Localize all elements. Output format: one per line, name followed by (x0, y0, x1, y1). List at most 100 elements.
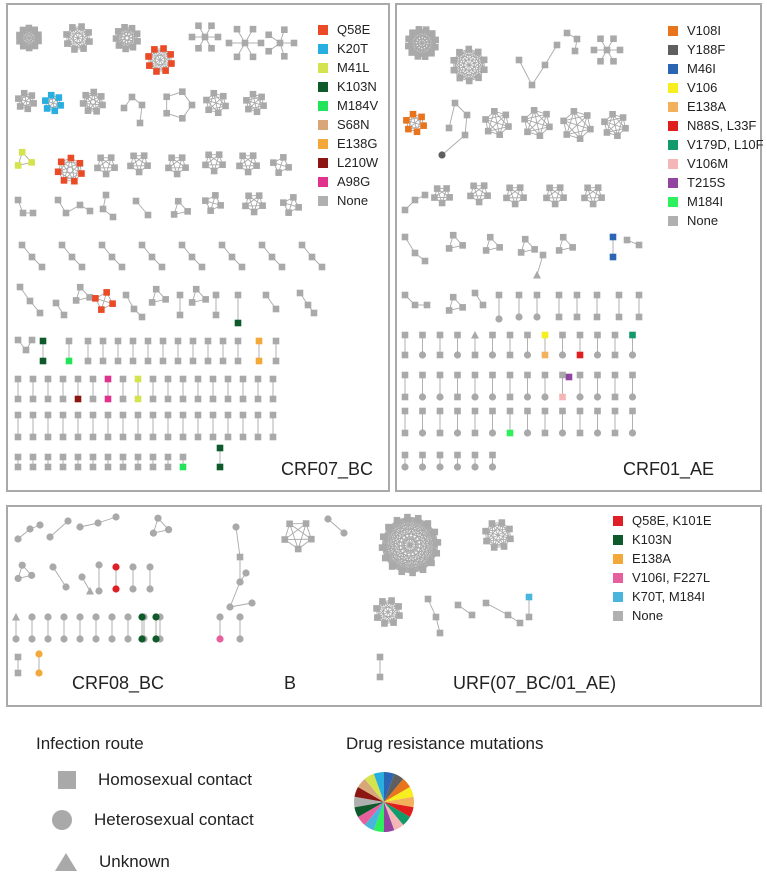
network-node (164, 526, 173, 534)
network-node (149, 453, 157, 461)
network-node (489, 331, 496, 339)
network-node (488, 520, 496, 527)
network-edge (67, 32, 89, 44)
network-node (108, 613, 116, 621)
network-node (134, 37, 141, 45)
network-node (489, 451, 496, 459)
network-node (198, 263, 206, 271)
network-node (80, 45, 87, 52)
network-node (254, 411, 262, 419)
network-node (483, 537, 490, 545)
legend-swatch (318, 62, 328, 73)
network-node (164, 375, 172, 383)
network-node (60, 311, 68, 319)
network-node (376, 673, 384, 681)
network-node (573, 291, 581, 299)
network-node (603, 129, 611, 136)
network-node (102, 170, 110, 178)
network-node (16, 283, 24, 291)
network-node (541, 351, 549, 359)
network-node (160, 45, 167, 52)
network-node (20, 89, 28, 97)
network-node (84, 107, 92, 114)
network-node (216, 444, 224, 452)
network-node (598, 194, 605, 201)
network-node (615, 291, 623, 299)
network-node (454, 407, 461, 415)
network-node (576, 371, 584, 379)
infection-route-title: Infection route (36, 734, 144, 753)
network-node (173, 170, 181, 178)
network-node (71, 46, 78, 53)
legend-label: V108I (687, 23, 721, 38)
network-node (254, 433, 262, 441)
network-node (615, 313, 623, 321)
network-node (55, 94, 63, 101)
network-node (521, 235, 529, 243)
network-node (236, 162, 243, 170)
network-node (405, 35, 412, 43)
network-node (134, 433, 142, 441)
network-node (92, 295, 99, 302)
pie-slice (384, 796, 414, 808)
network-node (635, 313, 643, 321)
network-node (459, 242, 466, 249)
legend-swatch (668, 177, 678, 188)
network-node (249, 90, 257, 98)
network-node (92, 613, 100, 621)
network-node (202, 161, 209, 169)
network-node (471, 351, 479, 359)
network-node (138, 635, 146, 643)
network-node (610, 57, 617, 65)
network-node (611, 429, 619, 437)
network-node (216, 463, 224, 471)
network-node (202, 296, 209, 303)
network-node (453, 429, 462, 437)
network-node (454, 331, 461, 339)
network-edge (566, 115, 588, 135)
network-node (216, 613, 224, 621)
network-edge (383, 523, 429, 538)
network-node (14, 196, 22, 204)
network-node (154, 514, 162, 522)
network-node (415, 26, 423, 33)
network-node (467, 192, 474, 200)
network-node (14, 653, 22, 661)
network-node (507, 535, 514, 543)
legend-swatch (613, 534, 623, 545)
network-node (138, 613, 146, 621)
legend-label: K20T (337, 41, 369, 56)
network-node (506, 429, 514, 437)
network-node (29, 209, 37, 217)
legend-swatch (613, 591, 623, 602)
network-edge (524, 113, 547, 120)
network-node (471, 331, 479, 339)
network-node (559, 331, 566, 339)
network-node (276, 39, 284, 47)
network-node (164, 411, 172, 419)
network-node (144, 162, 151, 169)
route-heterosexual-label: Heterosexual contact (94, 810, 254, 829)
network-node (471, 451, 479, 459)
network-node (541, 393, 549, 401)
network-node (269, 411, 277, 419)
network-node (208, 44, 215, 52)
network-node (597, 57, 604, 65)
network-node (138, 313, 146, 321)
network-node (551, 200, 559, 208)
network-node (569, 244, 576, 251)
network-node (411, 196, 419, 204)
b-label: B (284, 673, 297, 693)
network-node (149, 433, 157, 441)
network-node (14, 433, 22, 441)
network-node (179, 395, 187, 403)
network-node (379, 533, 387, 541)
network-node (146, 585, 154, 593)
network-node (611, 371, 619, 379)
network-node (76, 635, 84, 643)
network-node (450, 56, 458, 64)
network-node (112, 585, 120, 593)
network-edge (468, 51, 479, 82)
network-edge (49, 520, 69, 538)
legend-item: L210W (318, 153, 378, 172)
